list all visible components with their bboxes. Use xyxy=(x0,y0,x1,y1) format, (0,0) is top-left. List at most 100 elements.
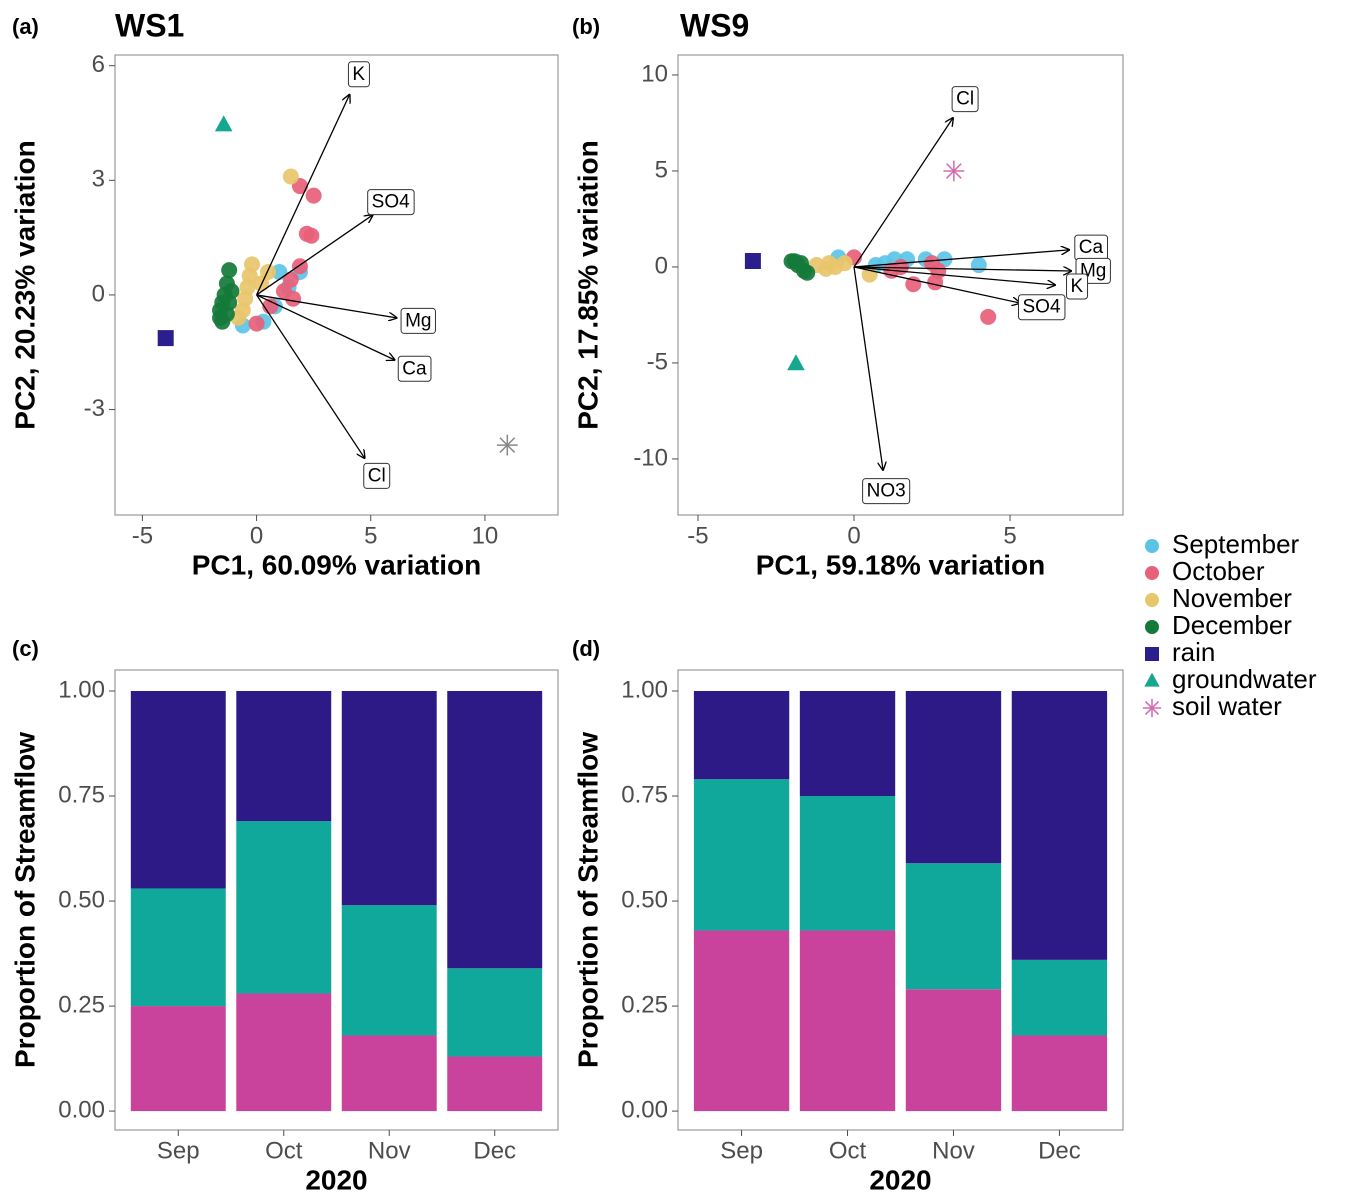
y-tick-label: 0.00 xyxy=(621,1096,668,1123)
bar-segment xyxy=(130,691,226,889)
y-tick-label: 0 xyxy=(655,252,668,279)
loading-arrow xyxy=(853,118,953,268)
loading-label: NO3 xyxy=(867,481,906,502)
loading-arrow xyxy=(256,294,365,458)
bar-segment xyxy=(130,1006,226,1112)
point xyxy=(282,168,299,185)
y-tick-label: 0 xyxy=(92,280,105,307)
point xyxy=(943,160,965,182)
legend-label: rain xyxy=(1172,637,1215,667)
x-tick-label: Oct xyxy=(265,1137,303,1164)
x-tick-label: Nov xyxy=(368,1137,411,1164)
point xyxy=(744,253,761,270)
legend-label: November xyxy=(1172,583,1292,613)
y-tick-label: -5 xyxy=(647,348,668,375)
point xyxy=(214,115,233,132)
bar-segment xyxy=(799,930,896,1112)
point xyxy=(836,255,853,272)
loading-label: K xyxy=(352,64,365,85)
x-axis-label: 2020 xyxy=(869,1164,931,1195)
plot-frame xyxy=(677,54,1124,516)
bar-segment xyxy=(341,691,437,906)
panel-tag: (c) xyxy=(12,636,39,661)
loading-label: Ca xyxy=(1079,237,1104,258)
loading-arrow xyxy=(853,250,1069,268)
legend-symbol xyxy=(1145,539,1159,553)
bar-segment xyxy=(341,1035,437,1112)
loading-label-box xyxy=(363,462,391,489)
x-tick-label: -5 xyxy=(132,522,153,549)
x-tick-label: 5 xyxy=(1003,522,1016,549)
bar-segment xyxy=(236,993,332,1112)
legend-label: groundwater xyxy=(1172,664,1317,694)
point xyxy=(305,187,322,204)
point xyxy=(253,275,270,292)
loading-label: Cl xyxy=(956,89,974,110)
panel-title: WS9 xyxy=(680,7,749,43)
point xyxy=(248,315,265,332)
loading-label-box xyxy=(367,189,415,216)
x-axis-label: PC1, 60.09% variation xyxy=(192,549,481,580)
x-tick-label: -5 xyxy=(687,522,708,549)
loading-label-box xyxy=(1066,273,1089,300)
bar-segment xyxy=(693,691,790,780)
panel-tag: (d) xyxy=(572,636,600,661)
x-tick-label: 5 xyxy=(364,522,377,549)
point xyxy=(927,274,944,291)
x-tick-label: Oct xyxy=(829,1137,867,1164)
x-tick-label: Dec xyxy=(1038,1137,1081,1164)
asterisk-stroke xyxy=(945,163,962,179)
bar-segment xyxy=(447,691,543,969)
point xyxy=(496,434,518,456)
asterisk-stroke xyxy=(1145,701,1159,715)
x-tick-label: Dec xyxy=(473,1137,516,1164)
legend-label: October xyxy=(1172,556,1265,586)
loading-arrow xyxy=(853,266,883,470)
x-axis-label: 2020 xyxy=(305,1164,367,1195)
point xyxy=(223,283,240,300)
point xyxy=(157,330,174,347)
plot-frame xyxy=(677,669,1124,1131)
loading-label: SO4 xyxy=(372,192,410,213)
point xyxy=(786,253,803,270)
loading-arrow xyxy=(853,266,1020,303)
loading-label: Mg xyxy=(405,310,431,331)
loading-arrow xyxy=(853,266,1055,285)
loading-label-box xyxy=(951,86,979,113)
legend-label: September xyxy=(1172,529,1300,559)
bar-segment xyxy=(905,863,1002,990)
loading-arrow xyxy=(853,266,1071,271)
loading-label-box xyxy=(347,61,370,88)
y-tick-label: 0.75 xyxy=(621,781,668,808)
legend-symbol xyxy=(1145,647,1159,661)
asterisk-stroke xyxy=(499,437,516,453)
y-tick-label: 0.00 xyxy=(58,1096,105,1123)
bar-segment xyxy=(236,691,332,822)
legend-symbol xyxy=(1145,620,1159,634)
y-tick-label: 0.25 xyxy=(58,991,105,1018)
plot-frame xyxy=(114,669,559,1131)
panel-title: WS1 xyxy=(115,7,184,43)
bar-segment xyxy=(1011,1035,1108,1112)
y-tick-label: 10 xyxy=(641,60,668,87)
x-axis-label: PC1, 59.18% variation xyxy=(756,549,1045,580)
y-tick-label: 1.00 xyxy=(58,676,105,703)
loading-label-box xyxy=(397,355,432,382)
loading-label: Ca xyxy=(402,358,427,379)
legend-symbol xyxy=(1144,672,1160,687)
y-tick-label: 0.25 xyxy=(621,991,668,1018)
point xyxy=(221,262,238,279)
y-tick-label: 6 xyxy=(92,51,105,78)
loading-label: SO4 xyxy=(1023,297,1061,318)
loading-arrow xyxy=(255,95,350,296)
loading-label-box xyxy=(862,478,911,505)
y-tick-label: 3 xyxy=(92,166,105,193)
plot-frame xyxy=(114,54,559,516)
x-tick-label: 10 xyxy=(472,522,499,549)
point xyxy=(970,257,987,274)
y-tick-label: -10 xyxy=(633,444,668,471)
y-tick-label: 0.50 xyxy=(621,886,668,913)
loading-label: Cl xyxy=(368,465,386,486)
point xyxy=(285,290,302,307)
panel-tag: (b) xyxy=(572,14,600,39)
